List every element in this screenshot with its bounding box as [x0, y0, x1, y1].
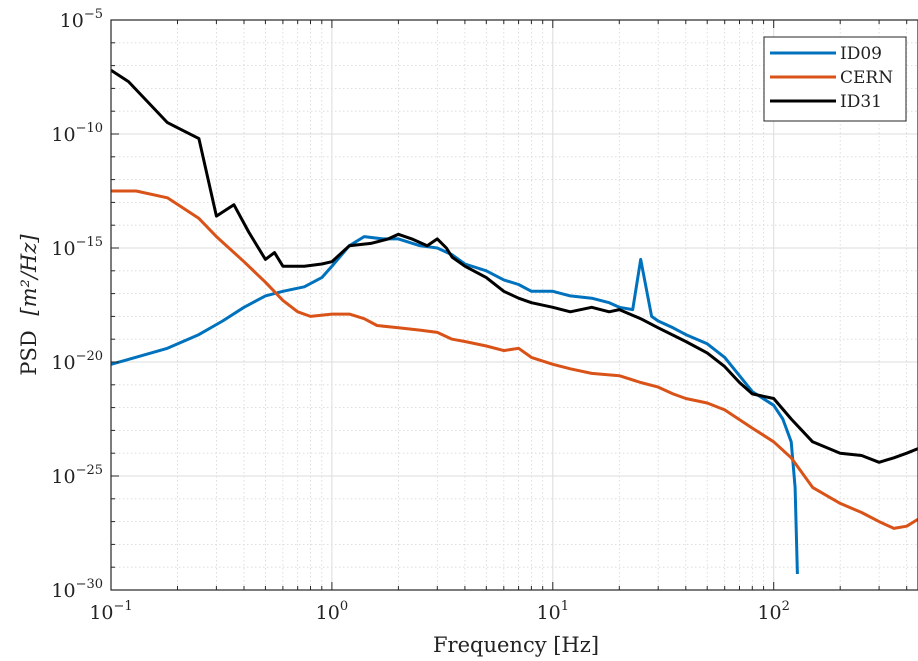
plot-frame [110, 19, 918, 591]
legend-label-cern: CERN [840, 68, 893, 88]
x-tick-exp: −1 [114, 599, 133, 614]
y-tick-label: 10−25 [51, 463, 103, 488]
y-tick-label: 10−10 [51, 121, 103, 146]
y-tick-label: 10−20 [51, 349, 103, 374]
y-tick-base: 10 [51, 124, 75, 146]
y-tick-exp: −15 [76, 235, 103, 250]
x-tick-base: 10 [316, 602, 340, 624]
y-tick-label: 10−30 [51, 577, 103, 602]
y-tick-exp: −5 [84, 7, 103, 22]
ticks-layer [110, 19, 908, 591]
y-tick-label: 10−5 [60, 7, 103, 32]
y-tick-base: 10 [60, 10, 84, 32]
x-tick-exp: 2 [782, 599, 790, 614]
legend-label-id31: ID31 [840, 92, 882, 112]
x-tick-base: 10 [757, 602, 781, 624]
y-axis-label-text: PSD [17, 330, 41, 375]
x-tick-label: 100 [316, 599, 348, 624]
series-line-id31 [111, 68, 918, 464]
x-tick-base: 10 [537, 602, 561, 624]
legend-box [763, 36, 907, 122]
x-tick-base: 10 [89, 602, 113, 624]
x-tick-exp: 1 [561, 599, 569, 614]
y-axis-label-unit: [m²/Hz] [17, 234, 41, 316]
legend: ID09 CERN ID31 [763, 36, 907, 122]
y-tick-label: 10−15 [51, 235, 103, 260]
series-line-cern [111, 189, 918, 530]
y-tick-base: 10 [51, 238, 75, 260]
x-tick-label: 102 [757, 599, 789, 624]
y-axis-label: PSD [m²/Hz] [17, 234, 41, 376]
x-tick-label: 101 [537, 599, 569, 624]
y-tick-exp: −20 [76, 349, 103, 364]
y-tick-base: 10 [51, 580, 75, 602]
y-tick-base: 10 [51, 466, 75, 488]
y-tick-base: 10 [51, 352, 75, 374]
series-layer [111, 68, 918, 575]
x-tick-label: 10−1 [89, 599, 132, 624]
y-tick-exp: −10 [76, 121, 103, 136]
x-tick-exp: 0 [340, 599, 348, 614]
x-tick-labels: 10−1 100 101 102 [89, 599, 790, 624]
y-tick-exp: −30 [76, 577, 103, 592]
y-tick-exp: −25 [76, 463, 103, 478]
x-axis-label: Frequency [Hz] [433, 633, 599, 657]
series-line-id09 [111, 235, 799, 575]
legend-label-id09: ID09 [840, 44, 882, 64]
